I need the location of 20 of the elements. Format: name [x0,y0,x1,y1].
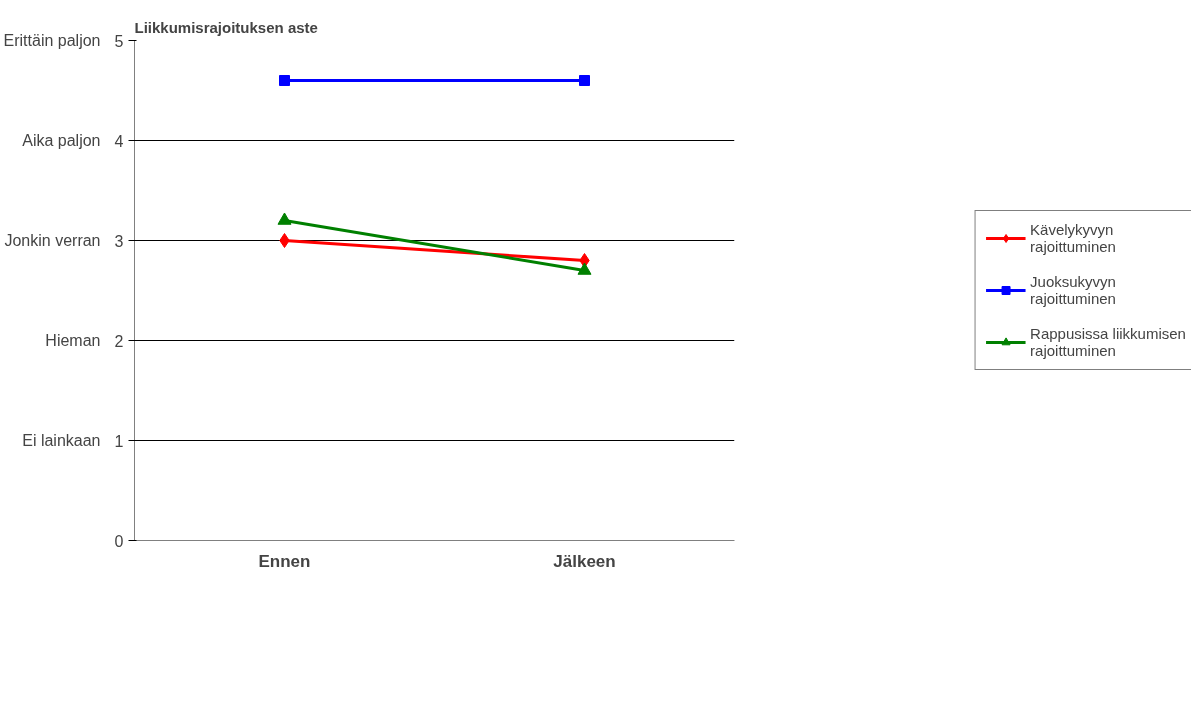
text: Ei lainkaan [22,432,101,449]
y-tick-label: 1 [114,432,124,450]
y-tick-label: 0 [114,532,124,550]
y-tick-label: 2 [114,332,124,350]
text: Jonkin verran [4,232,101,249]
point [579,75,590,86]
point [279,233,290,248]
x-tick-label: Ennen [258,551,311,571]
chart-title: Liikkumisrajoituksen aste [134,18,318,36]
text: Hieman [45,332,101,349]
y-tick-label: 5 [114,32,124,50]
x-tick-label: Jälkeen [553,551,616,571]
text: Erittäin paljon [3,32,101,49]
text: Aika paljon [22,132,101,149]
point [279,75,290,86]
y-tick-label: 4 [114,132,124,150]
y-tick-label: 3 [114,232,124,250]
legend-label: Kävelykyvyn rajoittuminen [1030,221,1116,255]
legend-label: Juoksukyvyn rajoittuminen [1030,273,1116,307]
legend-label: Rappusissa liikkumisen rajoittuminen [1030,325,1186,359]
